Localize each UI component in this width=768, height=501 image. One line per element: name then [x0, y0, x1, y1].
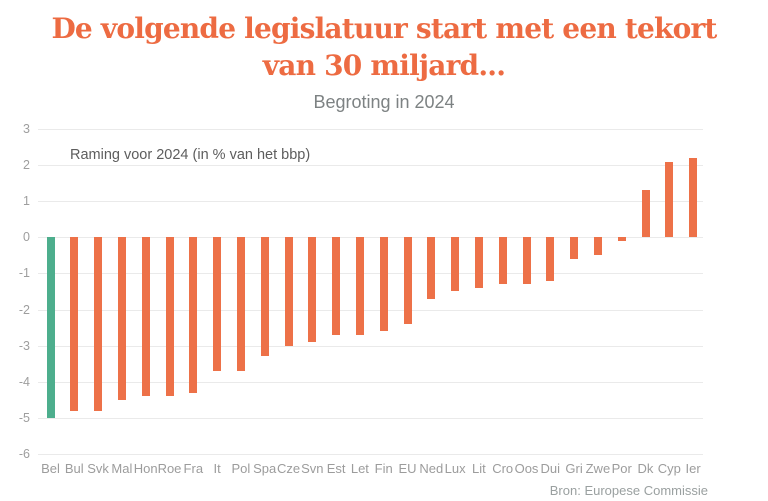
x-axis-label-bul: Bul — [64, 461, 84, 476]
gridline--3 — [38, 345, 703, 347]
x-axis-label-dui: Dui — [540, 461, 561, 476]
bar-cyp — [665, 161, 674, 238]
x-axis-label-it: It — [213, 461, 221, 476]
x-axis-label-fra: Fra — [183, 461, 204, 476]
bar-gri — [570, 237, 579, 259]
page-title-line1: De volgende legislatuur start met een te… — [51, 12, 717, 45]
x-axis-label-svn: Svn — [301, 461, 324, 476]
x-axis-label-pol: Pol — [231, 461, 251, 476]
bar-svn — [308, 237, 317, 342]
x-axis-label-ier: Ier — [685, 461, 701, 476]
bar-fra — [189, 237, 198, 393]
page-title-line2: van 30 miljard... — [262, 49, 506, 82]
bar-fin — [379, 237, 388, 332]
x-axis-label-dk: Dk — [637, 461, 654, 476]
bar-let — [355, 237, 364, 335]
x-axis-label-cro: Cro — [492, 461, 514, 476]
bar-mal — [117, 237, 126, 400]
y-axis-tick-label: -6 — [18, 447, 30, 461]
x-axis-label-let: Let — [350, 461, 369, 476]
bar-dui — [546, 237, 555, 281]
bar-lit — [474, 237, 483, 288]
bar-est — [332, 237, 341, 335]
bar-lux — [451, 237, 460, 292]
y-axis-tick-label: 1 — [23, 194, 30, 209]
bar-ned — [427, 237, 436, 299]
x-axis-label-roe: Roe — [157, 461, 182, 476]
bar-it — [213, 237, 222, 371]
bar-hon — [141, 237, 150, 397]
bar-cro — [498, 237, 507, 285]
gridline--5 — [38, 417, 703, 419]
gridline-1 — [38, 201, 703, 203]
gridline-0 — [38, 237, 703, 239]
y-axis-tick-label: -1 — [18, 266, 30, 281]
gridline--2 — [38, 309, 703, 311]
source-credit: Bron: Europese Commissie — [549, 483, 708, 498]
x-axis-label-mal: Mal — [111, 461, 133, 476]
bar-zwe — [593, 237, 602, 256]
x-axis-label-ned: Ned — [419, 461, 444, 476]
x-axis-label-fin: Fin — [374, 461, 393, 476]
y-axis-tick-label: 3 — [23, 122, 30, 136]
gridline-2 — [38, 165, 703, 167]
x-axis-label-gri: Gri — [565, 461, 583, 476]
y-axis-tick-label: -5 — [18, 410, 30, 425]
x-axis-label-por: Por — [611, 461, 632, 476]
x-axis-label-cyp: Cyp — [657, 461, 681, 476]
bar-oos — [522, 237, 531, 285]
y-axis-tick-label: -3 — [18, 338, 30, 353]
bar-bel-highlighted — [46, 237, 55, 418]
gridline--4 — [38, 381, 703, 383]
x-axis-label-oos: Oos — [514, 461, 539, 476]
bar-pol — [236, 237, 245, 371]
x-axis-label-bel: Bel — [41, 461, 60, 476]
y-axis-tick-label: 0 — [23, 230, 30, 245]
bar-spa — [260, 237, 269, 357]
x-axis-label-svk: Svk — [87, 461, 109, 476]
chart-subtitle: Begroting in 2024 — [313, 92, 455, 112]
bar-por — [617, 237, 626, 241]
gridline--1 — [38, 273, 703, 275]
x-axis-label-lux: Lux — [444, 461, 466, 476]
y-axis-tick-label: 2 — [23, 158, 30, 173]
x-axis-label-spa: Spa — [253, 461, 277, 476]
bar-roe — [165, 237, 174, 397]
chart-annotation: Raming voor 2024 (in % van het bbp) — [70, 147, 311, 163]
x-axis-label-lit: Lit — [472, 461, 486, 476]
bar-bul — [70, 237, 79, 411]
x-axis-label-eu: EU — [398, 461, 417, 476]
x-axis-label-est: Est — [326, 461, 346, 476]
y-axis-tick-label: -4 — [18, 374, 30, 389]
x-axis-label-hon: Hon — [133, 461, 158, 476]
gridline--6 — [38, 454, 703, 455]
bar-eu — [403, 237, 412, 324]
page-title: De volgende legislatuur start met een te… — [0, 10, 768, 84]
bar-ier — [689, 157, 698, 238]
x-axis-label-zwe: Zwe — [585, 461, 611, 476]
x-axis-label-cze: Cze — [276, 461, 301, 476]
bar-dk — [641, 190, 650, 238]
gridline-3 — [38, 129, 703, 130]
y-axis-tick-label: -2 — [18, 302, 30, 317]
bar-cze — [284, 237, 293, 346]
bar-svk — [94, 237, 103, 411]
